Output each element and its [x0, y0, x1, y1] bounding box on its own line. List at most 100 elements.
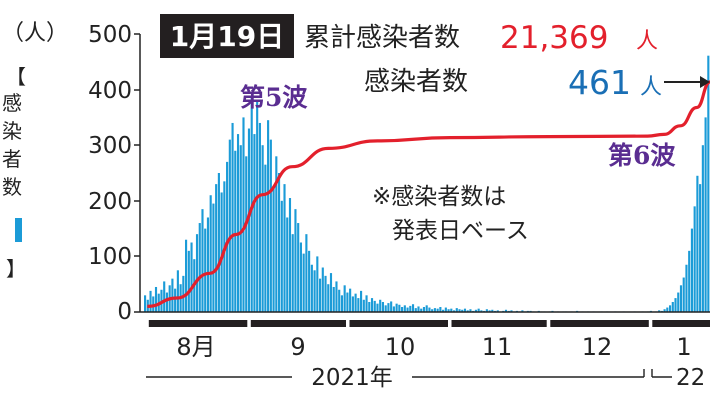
- daily-bar: [294, 209, 297, 312]
- date-badge-text: 1月19日: [170, 20, 284, 53]
- daily-bar: [491, 309, 494, 312]
- month-band-nov: [451, 320, 547, 327]
- daily-bar: [658, 310, 661, 312]
- daily-bar: [239, 145, 242, 312]
- daily-bar: [204, 228, 207, 312]
- daily-bar: [220, 192, 223, 312]
- daily-bar: [291, 234, 294, 312]
- daily-bar: [381, 301, 385, 312]
- y-axis-title-char-1: 感: [2, 91, 22, 115]
- daily-bar: [209, 195, 212, 312]
- daily-bar: [392, 306, 395, 312]
- note-line-1: ※感染者数は: [372, 184, 506, 210]
- daily-bar: [212, 203, 215, 312]
- daily-bar: [704, 117, 707, 313]
- y-tick-500: 500: [88, 22, 132, 48]
- daily-bar: [174, 288, 177, 312]
- y-axis-title-char-4: 数: [2, 175, 22, 199]
- daily-bar: [234, 150, 237, 312]
- wave6-label: 第6波: [608, 141, 676, 170]
- daily-bar: [182, 275, 185, 312]
- daily-bar: [510, 310, 513, 312]
- daily-bar: [433, 308, 436, 312]
- wave5-label: 第5波: [240, 83, 308, 112]
- daily-bar: [217, 173, 220, 312]
- daily-bar: [308, 250, 311, 312]
- month-labels: 8月 9 10 11 12 1: [176, 333, 691, 361]
- daily-bar: [280, 200, 283, 312]
- month-band-aug: [148, 320, 248, 327]
- daily-bar: [187, 250, 190, 312]
- cumulative-line: [147, 80, 710, 308]
- daily-bar: [422, 307, 426, 312]
- daily-bar: [406, 307, 409, 312]
- y-axis-title: 【 感 染 者 数 】: [2, 65, 26, 281]
- daily-bar: [403, 305, 406, 312]
- note-line-2: 発表日ベース: [392, 218, 529, 244]
- daily-bar: [165, 292, 168, 312]
- daily-bar: [707, 55, 710, 313]
- daily-bar: [231, 122, 234, 313]
- daily-bar: [201, 209, 204, 312]
- daily-bar: [411, 304, 415, 312]
- daily-bar: [261, 145, 264, 312]
- daily-bar: [215, 184, 218, 312]
- daily-bar: [362, 299, 365, 312]
- month-label-aug: 8月: [176, 333, 215, 361]
- daily-bar: [335, 281, 338, 312]
- daily-bar: [264, 164, 267, 312]
- y-axis-title-char-2: 染: [2, 119, 22, 143]
- year-label-2022: 22: [676, 365, 705, 391]
- daily-bar: [442, 309, 445, 312]
- cumulative-value: 21,369: [500, 20, 608, 56]
- daily-bar: [226, 161, 229, 312]
- daily-bar: [431, 309, 434, 312]
- y-axis-title-bracket-open: 【: [6, 65, 26, 89]
- daily-bar: [436, 308, 439, 312]
- daily-bar: [327, 284, 330, 312]
- daily-bar: [376, 303, 379, 312]
- daily-bar: [195, 234, 199, 312]
- year-bracket-2021: [146, 369, 645, 378]
- y-tick-200: 200: [88, 189, 132, 215]
- arrow-icon: [664, 76, 710, 88]
- cumulative-unit: 人: [636, 29, 658, 54]
- daily-bar: [521, 310, 524, 312]
- daily-bar: [395, 303, 398, 312]
- daily-bar: [154, 286, 158, 312]
- month-label-jan: 1: [676, 333, 691, 361]
- daily-bar: [417, 306, 420, 312]
- daily-bar: [420, 308, 423, 312]
- daily-bar: [455, 308, 458, 312]
- daily-bar: [390, 301, 393, 312]
- daily-bar: [256, 100, 259, 312]
- daily-bar: [463, 308, 467, 312]
- daily-bar: [458, 309, 461, 312]
- daily-bar: [144, 295, 147, 312]
- daily-bar: [275, 156, 278, 312]
- month-bands: [148, 320, 710, 327]
- daily-bar: [198, 223, 201, 312]
- month-label-oct: 10: [385, 333, 416, 361]
- daily-bar: [439, 307, 442, 312]
- daily-bar: [283, 184, 286, 312]
- month-label-dec: 12: [582, 333, 613, 361]
- daily-bar: [671, 301, 674, 312]
- daily-bar: [450, 308, 453, 312]
- daily-bar: [176, 270, 179, 312]
- y-tick-300: 300: [88, 133, 132, 159]
- legend-bar-swatch: [15, 218, 22, 242]
- y-axis-title-bracket-close: 】: [6, 257, 26, 281]
- daily-bar: [245, 156, 248, 312]
- daily-bar: [297, 223, 300, 312]
- daily-bar: [398, 304, 401, 312]
- daily-bar: [305, 234, 308, 312]
- daily-bar: [699, 184, 702, 312]
- y-tick-100: 100: [88, 244, 132, 270]
- y-tick-labels: 0 100 200 300 400 500: [88, 22, 132, 325]
- daily-bar: [368, 301, 371, 312]
- daily-bar: [701, 145, 704, 312]
- daily-bar: [321, 267, 324, 312]
- daily-bar: [682, 277, 685, 312]
- daily-label: 感染者数: [364, 67, 468, 97]
